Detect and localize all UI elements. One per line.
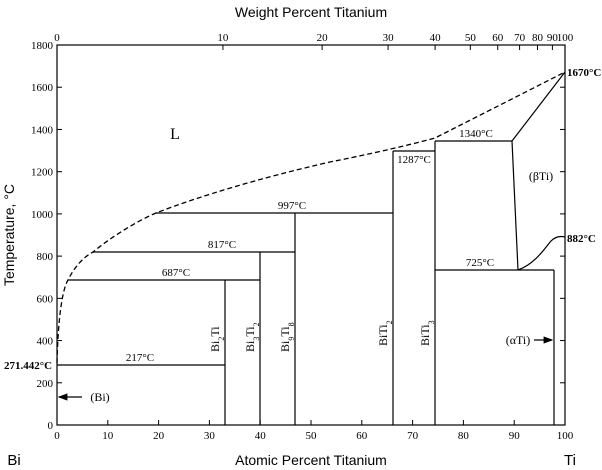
compound-biti2: BiTi2: [376, 320, 394, 346]
bottom-tick-label: 60: [356, 430, 368, 442]
phase-beta-ti: (βTi): [529, 169, 553, 183]
left-tick-label: 600: [37, 293, 54, 305]
left-tick-label: 0: [48, 420, 54, 432]
top-tick-label: 20: [317, 32, 329, 44]
left-tick-label: 400: [37, 336, 54, 348]
bottom-tick-label: 80: [458, 430, 470, 442]
left-tick-label: 800: [37, 251, 54, 263]
label-817: 817°C: [208, 239, 236, 251]
top-tick-label: 60: [492, 32, 504, 44]
left-tick-label: 1600: [31, 82, 54, 94]
bottom-tick-label: 70: [407, 430, 419, 442]
bi-end-label: Bi: [7, 452, 20, 469]
label-271: 271.442°C: [4, 360, 52, 372]
compound-biti3: BiTi3: [418, 320, 436, 346]
bottom-tick-label: 90: [509, 430, 521, 442]
phase-liquid: L: [170, 126, 180, 143]
bottom-tick-label: 40: [255, 430, 267, 442]
label-1670: 1670°C: [567, 67, 601, 79]
top-tick-label: 70: [514, 32, 526, 44]
top-tick-label: 50: [465, 32, 477, 44]
top-tick-label: 40: [430, 32, 442, 44]
compound-bi2ti: Bi2Ti: [208, 326, 226, 352]
label-1287: 1287°C: [397, 154, 431, 166]
bottom-tick-label: 100: [557, 430, 574, 442]
label-1340: 1340°C: [459, 128, 493, 140]
bottom-tick-label: 10: [102, 430, 114, 442]
left-tick-label: 1800: [31, 40, 54, 52]
left-tick-label: 1400: [31, 124, 54, 136]
label-997: 997°C: [278, 200, 306, 212]
top-tick-label: 90: [547, 32, 559, 44]
bottom-tick-label: 50: [306, 430, 318, 442]
left-axis-title: Temperature, °C: [1, 184, 17, 286]
beta-ti-solvus: [511, 140, 519, 271]
beta-ti-liquidus: [511, 71, 566, 142]
compound-bi3ti2: Bi3Ti2: [243, 322, 261, 352]
liquidus-curve: [56, 71, 566, 364]
bottom-tick-label: 30: [204, 430, 216, 442]
bottom-axis-title: Atomic Percent Titanium: [235, 452, 387, 468]
label-725: 725°C: [466, 257, 494, 269]
label-687: 687°C: [162, 267, 190, 279]
alpha-beta-boundary: [517, 235, 566, 271]
bottom-tick-label: 20: [153, 430, 165, 442]
ti-end-label: Ti: [564, 452, 576, 469]
plot-frame: [56, 44, 566, 426]
top-tick-label: 10: [217, 32, 229, 44]
top-axis-title: Weight Percent Titanium: [235, 4, 387, 20]
top-tick-label: 100: [557, 32, 574, 44]
phase-bi: (Bi): [90, 390, 109, 404]
bottom-tick-label: 0: [54, 430, 60, 442]
top-tick-label: 30: [383, 32, 395, 44]
left-tick-label: 1000: [31, 209, 54, 221]
left-tick-label: 1200: [31, 167, 54, 179]
phase-alpha-ti: (αTi): [506, 333, 531, 347]
top-tick-label: 80: [532, 32, 544, 44]
compound-bi9ti8: Bi9Ti8: [278, 322, 296, 352]
left-tick-label: 200: [37, 378, 54, 390]
label-217: 217°C: [126, 352, 154, 364]
top-tick-label: 0: [54, 32, 60, 44]
label-882: 882°C: [567, 233, 596, 245]
